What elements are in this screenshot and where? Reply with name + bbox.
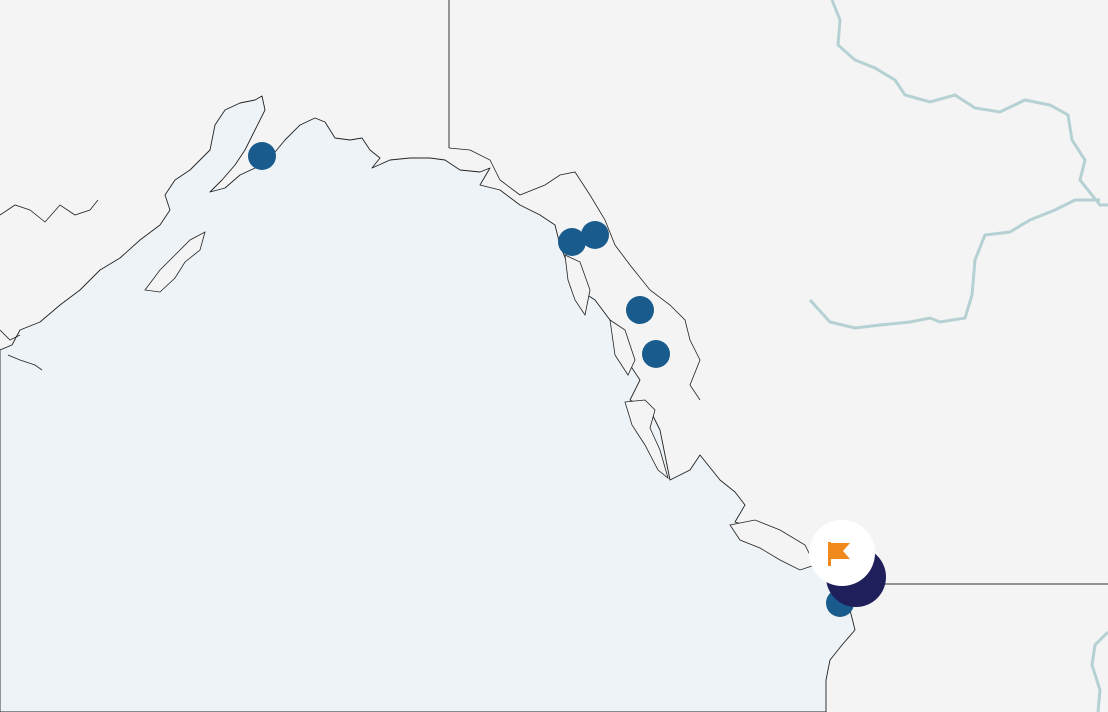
flag-pole — [828, 542, 831, 566]
island — [609, 319, 636, 376]
river — [1090, 630, 1108, 712]
flag-icon — [828, 542, 850, 566]
ocean — [0, 95, 856, 712]
location-marker[interactable] — [642, 340, 670, 368]
location-marker[interactable] — [558, 228, 586, 256]
island — [624, 399, 669, 480]
location-marker[interactable] — [581, 221, 609, 249]
island — [144, 231, 206, 293]
border — [448, 147, 701, 401]
island — [729, 519, 816, 571]
island — [564, 254, 591, 317]
river — [808, 0, 1108, 330]
location-marker[interactable] — [626, 296, 654, 324]
location-marker[interactable] — [248, 142, 276, 170]
flag — [831, 543, 850, 559]
coastline — [0, 199, 99, 371]
